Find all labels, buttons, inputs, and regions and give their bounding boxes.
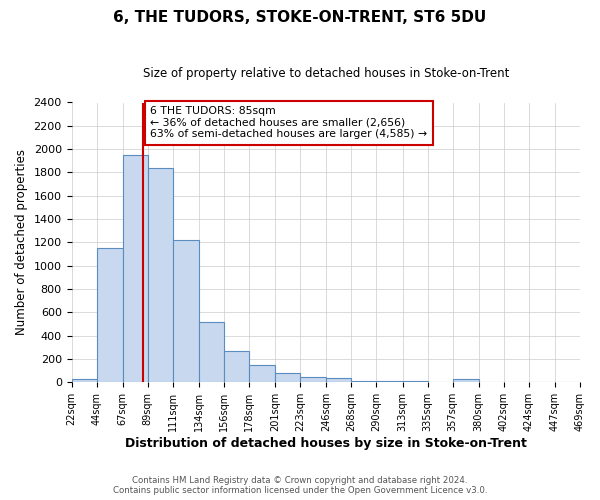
X-axis label: Distribution of detached houses by size in Stoke-on-Trent: Distribution of detached houses by size … [125, 437, 527, 450]
Text: Contains HM Land Registry data © Crown copyright and database right 2024.
Contai: Contains HM Land Registry data © Crown c… [113, 476, 487, 495]
Bar [173, 240, 199, 382]
Bar [326, 378, 352, 382]
Bar [300, 376, 326, 382]
Bar [452, 379, 479, 382]
Text: 6, THE TUDORS, STOKE-ON-TRENT, ST6 5DU: 6, THE TUDORS, STOKE-ON-TRENT, ST6 5DU [113, 10, 487, 25]
Bar [352, 380, 376, 382]
Bar [249, 365, 275, 382]
Bar [376, 381, 403, 382]
Bar [403, 381, 428, 382]
Y-axis label: Number of detached properties: Number of detached properties [15, 150, 28, 336]
Bar [123, 155, 148, 382]
Bar [199, 322, 224, 382]
Title: Size of property relative to detached houses in Stoke-on-Trent: Size of property relative to detached ho… [143, 68, 509, 80]
Text: 6 THE TUDORS: 85sqm
← 36% of detached houses are smaller (2,656)
63% of semi-det: 6 THE TUDORS: 85sqm ← 36% of detached ho… [150, 106, 427, 139]
Bar [224, 352, 249, 382]
Bar [97, 248, 123, 382]
Bar [71, 380, 97, 382]
Bar [275, 373, 300, 382]
Bar [148, 168, 173, 382]
